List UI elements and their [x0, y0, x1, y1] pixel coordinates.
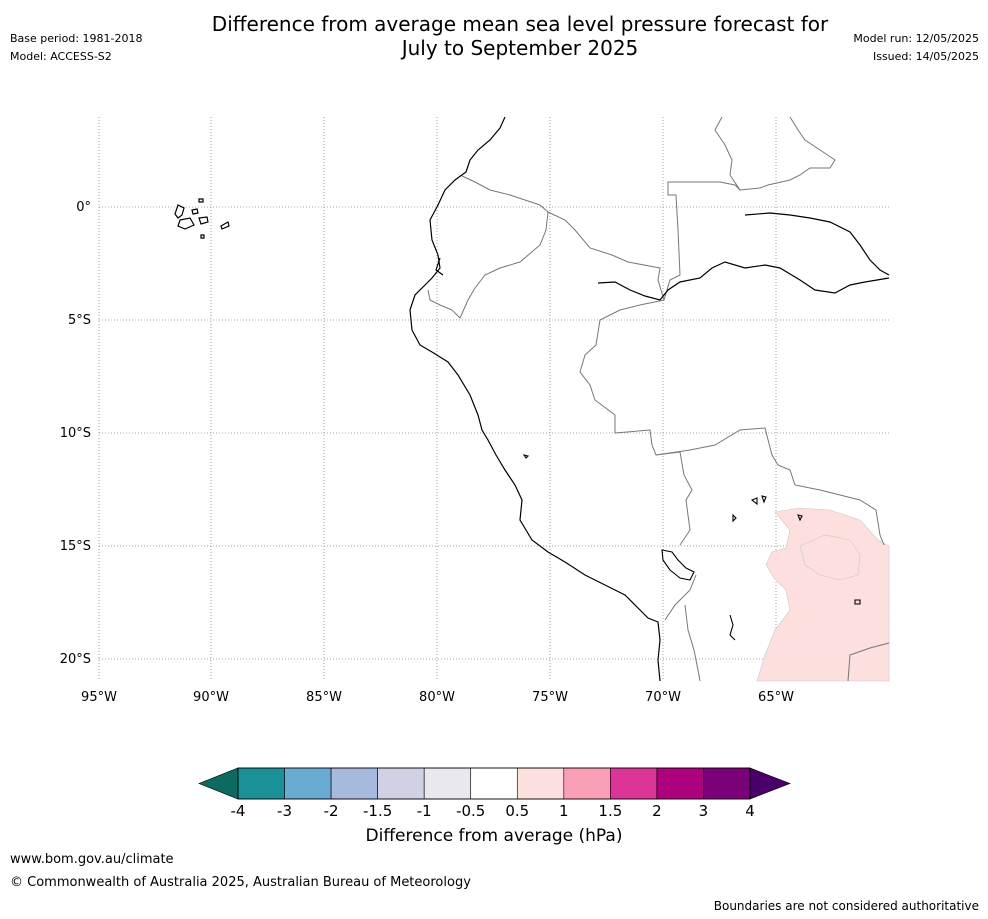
colorbar-tick-label: 4: [745, 802, 755, 820]
lat-label: 20°S: [60, 652, 91, 667]
colorbar-tick-label: -4: [231, 802, 246, 820]
colorbar-segment: [703, 767, 751, 800]
colorbar-tick-label: -3: [277, 802, 292, 820]
colorbar-outline: [237, 767, 751, 800]
colorbar-tick-label: -1: [417, 802, 432, 820]
chart-title: Difference from average mean sea level p…: [0, 12, 988, 60]
coastline: [409, 116, 890, 682]
model-name: Model: ACCESS-S2: [10, 50, 112, 63]
colorbar-tick-label: -2: [324, 802, 339, 820]
colorbar-ticks: -4 -3 -2 -1.5 -1 -0.5 0.5 1 1.5 2 3 4: [231, 802, 755, 820]
lat-label: 15°S: [60, 539, 91, 554]
colorbar-segment: [610, 767, 658, 800]
colorbar-tick-label: 3: [699, 802, 709, 820]
colorbar-segment: [423, 767, 472, 800]
anomaly-region-positive: [756, 507, 890, 682]
colorbar-segments: [237, 767, 751, 800]
lake-titicaca: [522, 454, 861, 641]
title-line-1: Difference from average mean sea level p…: [211, 12, 829, 36]
lat-label: 5°S: [68, 313, 91, 328]
colorbar: -4 -3 -2 -1.5 -1 -0.5 0.5 1 1.5 2 3 4: [198, 767, 791, 820]
issued-date: Issued: 14/05/2025: [872, 50, 979, 63]
colorbar-over-arrow: [749, 767, 791, 800]
footer-copyright: © Commonwealth of Australia 2025, Austra…: [10, 875, 471, 890]
colorbar-segment: [284, 767, 332, 800]
colorbar-tick-label: -0.5: [456, 802, 485, 820]
colorbar-tick-label: 0.5: [505, 802, 529, 820]
lon-label: 90°W: [193, 690, 229, 705]
colorbar-segment: [563, 767, 611, 800]
colorbar-segment: [470, 767, 518, 800]
lon-label: 80°W: [419, 690, 455, 705]
lat-label: 0°: [76, 200, 91, 215]
colorbar-tick-label: 1: [559, 802, 569, 820]
lon-label: 85°W: [306, 690, 342, 705]
footer-url[interactable]: www.bom.gov.au/climate: [10, 852, 174, 867]
meta-right: Model run: 12/05/2025 Issued: 14/05/2025: [853, 32, 979, 64]
colorbar-segment: [516, 767, 565, 800]
galapagos-islands: [174, 198, 230, 239]
colorbar-tick-label: -1.5: [363, 802, 392, 820]
colorbar-segment: [656, 767, 704, 800]
colorbar-label: Difference from average (hPa): [365, 826, 623, 846]
country-borders: [427, 116, 890, 682]
lat-label: 10°S: [60, 426, 91, 441]
lon-label: 95°W: [81, 690, 117, 705]
base-period: Base period: 1981-2018: [10, 32, 143, 45]
latitude-labels: 0° 5°S 10°S 15°S 20°S: [60, 200, 91, 667]
lon-label: 65°W: [758, 690, 794, 705]
colorbar-under-arrow: [198, 767, 239, 800]
colorbar-segment: [377, 767, 425, 800]
footer-note: Boundaries are not considered authoritat…: [713, 899, 979, 913]
colorbar-segment: [237, 767, 285, 800]
colorbar-tick-label: 2: [652, 802, 662, 820]
lon-label: 75°W: [532, 690, 568, 705]
colorbar-segment: [330, 767, 378, 800]
title-line-2: July to September 2025: [401, 36, 639, 60]
longitude-labels: 95°W 90°W 85°W 80°W 75°W 70°W 65°W: [81, 690, 794, 705]
meta-left: Base period: 1981-2018 Model: ACCESS-S2: [10, 32, 142, 64]
graticule: [98, 117, 889, 681]
model-run-date: Model run: 12/05/2025: [853, 32, 979, 45]
colorbar-tick-label: 1.5: [598, 802, 622, 820]
lon-label: 70°W: [645, 690, 681, 705]
